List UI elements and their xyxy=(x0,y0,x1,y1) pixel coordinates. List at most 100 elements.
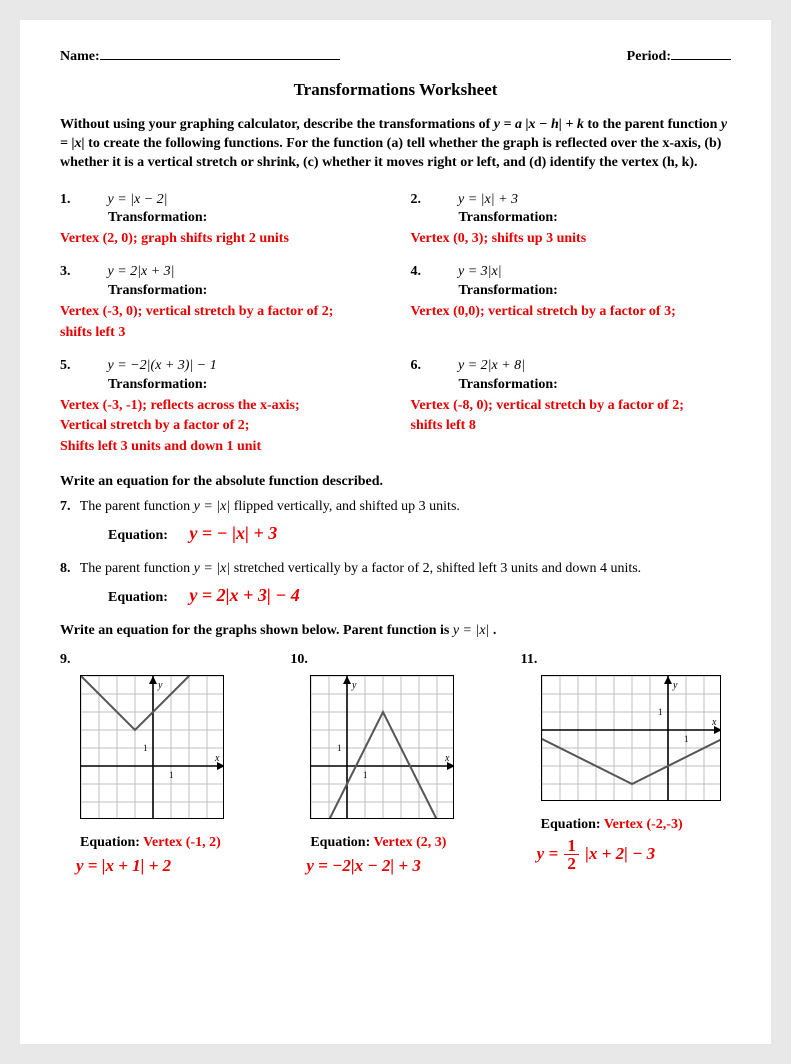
graph-svg: x y 1 1 xyxy=(80,675,224,819)
graph-caption: Equation: Vertex (-1, 2) xyxy=(80,834,270,853)
svg-text:1: 1 xyxy=(658,707,663,717)
problem-fn: y = |x| xyxy=(194,498,231,517)
section3-head-fn: y = |x| xyxy=(453,622,490,641)
section3-head: Write an equation for the graphs shown b… xyxy=(60,622,731,641)
problem-equation: y = |x − 2| xyxy=(108,191,168,210)
period-label: Period: xyxy=(627,49,671,64)
svg-text:x: x xyxy=(711,717,717,728)
problem-equation: y = 2|x + 3| xyxy=(108,263,175,282)
period-blank[interactable] xyxy=(671,59,731,60)
problem-number: 1. xyxy=(60,191,86,210)
graph-svg: xy11 xyxy=(310,675,454,819)
problem: 1. y = |x − 2| Transformation: Vertex (2… xyxy=(60,191,381,250)
section3-head-before: Write an equation for the graphs shown b… xyxy=(60,623,453,638)
problem-text-before: The parent function xyxy=(80,499,194,514)
graph-caption: Equation: Vertex (-2,-3) xyxy=(541,816,731,835)
transformation-label: Transformation: xyxy=(459,376,732,395)
problem-answer: Vertex (2, 0); graph shifts right 2 unit… xyxy=(60,230,381,249)
problem-number: 9. xyxy=(60,652,71,667)
problem-answer: Vertex (-3, 0); vertical stretch by a fa… xyxy=(60,303,381,322)
name-blank[interactable] xyxy=(100,59,340,60)
problem-answer: Vertex (0, 3); shifts up 3 units xyxy=(411,230,732,249)
equation-answer: y = − |x| + 3 xyxy=(189,523,277,543)
svg-text:y: y xyxy=(157,680,163,691)
graph-equation: y = |x + 1| + 2 xyxy=(76,856,171,875)
svg-text:y: y xyxy=(351,680,357,691)
equation-label: Equation: xyxy=(310,835,373,850)
graph-box: x y 1 1 xyxy=(80,675,270,826)
problems-grid: 1. y = |x − 2| Transformation: Vertex (2… xyxy=(60,191,731,458)
instructions-suffix: to create the following functions. For t… xyxy=(60,136,721,170)
problem-answer: shifts left 3 xyxy=(60,324,381,343)
problem-answer: shifts left 8 xyxy=(411,417,732,436)
instructions-prefix: Without using your graphing calculator, … xyxy=(60,117,494,132)
problem-answer: Vertex (-3, -1); reflects across the x-a… xyxy=(60,397,381,416)
graph-cell: 10. xy11 Equation: Vertex (2, 3) y = −2|… xyxy=(290,651,500,879)
problem-number: 5. xyxy=(60,357,86,376)
svg-text:x: x xyxy=(214,753,220,764)
problem-answer: Vertex (0,0); vertical stretch by a fact… xyxy=(411,303,732,322)
problem-number: 11. xyxy=(521,652,538,667)
problem-answer: Vertex (-8, 0); vertical stretch by a fa… xyxy=(411,397,732,416)
equation-label: Equation: xyxy=(108,528,168,543)
period-field: Period: xyxy=(627,48,731,67)
problem-number: 7. xyxy=(60,499,71,514)
problem-statement: 7. The parent function y = |x| flipped v… xyxy=(60,498,731,517)
svg-text:1: 1 xyxy=(363,770,368,780)
section2-head: Write an equation for the absolute funct… xyxy=(60,473,731,492)
graph-equation: y = −2|x − 2| + 3 xyxy=(306,856,421,875)
transformation-label: Transformation: xyxy=(459,209,732,228)
graph-cell: 9. x y 1 1 Equation: Vertex (-1, 2) y = |x … xyxy=(60,651,270,879)
problem-number: 10. xyxy=(290,652,308,667)
transformation-label: Transformation: xyxy=(108,376,381,395)
name-field: Name: xyxy=(60,48,340,67)
instructions-form: y = a |x − h| + k xyxy=(494,117,584,132)
problem-number: 6. xyxy=(411,357,437,376)
problem-number: 2. xyxy=(411,191,437,210)
worksheet-title: Transformations Worksheet xyxy=(60,79,731,102)
equation-label: Equation: xyxy=(108,590,168,605)
problem-number: 8. xyxy=(60,561,71,576)
problem-statement: 8. The parent function y = |x| stretched… xyxy=(60,560,731,579)
graph-caption: Equation: Vertex (2, 3) xyxy=(310,834,500,853)
section3-head-after: . xyxy=(489,623,496,638)
transformation-label: Transformation: xyxy=(459,282,732,301)
svg-text:1: 1 xyxy=(337,743,342,753)
graph-equation: y = 12 |x + 2| − 3 xyxy=(537,844,655,863)
equation-row: Equation: y = 2|x + 3| − 4 xyxy=(108,583,731,608)
equation-label: Equation: xyxy=(541,817,604,832)
problem: 2. y = |x| + 3 Transformation: Vertex (0… xyxy=(411,191,732,250)
graphs-row: 9. x y 1 1 Equation: Vertex (-1, 2) y = |x … xyxy=(60,651,731,879)
problem-equation: y = |x| + 3 xyxy=(458,191,518,210)
problem-equation: y = 2|x + 8| xyxy=(458,357,525,376)
problem-text-before: The parent function xyxy=(80,561,194,576)
problem-equation: y = −2|(x + 3)| − 1 xyxy=(108,357,217,376)
graph-svg: xy11 xyxy=(541,675,721,801)
svg-text:1: 1 xyxy=(169,770,174,780)
transformation-label: Transformation: xyxy=(108,209,381,228)
problem-text-after: stretched vertically by a factor of 2, s… xyxy=(230,561,641,576)
equation-answer: y = 2|x + 3| − 4 xyxy=(189,585,299,605)
vertex-text: Vertex (-1, 2) xyxy=(143,835,221,850)
graph-box: xy11 xyxy=(310,675,500,826)
svg-text:1: 1 xyxy=(143,743,148,753)
write-equation-item: 8. The parent function y = |x| stretched… xyxy=(60,560,731,608)
instructions: Without using your graphing calculator, … xyxy=(60,116,731,173)
transformation-label: Transformation: xyxy=(108,282,381,301)
equation-row: Equation: y = − |x| + 3 xyxy=(108,521,731,546)
problem-answer: Vertical stretch by a factor of 2; xyxy=(60,417,381,436)
problem: 4. y = 3|x| Transformation: Vertex (0,0)… xyxy=(411,263,732,343)
instructions-mid: to the parent function xyxy=(587,117,721,132)
problem-number: 3. xyxy=(60,263,86,282)
graph-box: xy11 xyxy=(541,675,731,808)
section2-items: 7. The parent function y = |x| flipped v… xyxy=(60,498,731,608)
problem-text-after: flipped vertically, and shifted up 3 uni… xyxy=(230,499,460,514)
problem-equation: y = 3|x| xyxy=(458,263,502,282)
problem: 6. y = 2|x + 8| Transformation: Vertex (… xyxy=(411,357,732,457)
write-equation-item: 7. The parent function y = |x| flipped v… xyxy=(60,498,731,546)
worksheet-page: { "header": { "name_label": "Name:", "pe… xyxy=(20,20,771,1044)
problem-number: 4. xyxy=(411,263,437,282)
vertex-text: Vertex (-2,-3) xyxy=(604,817,683,832)
graph-cell: 11. xy11 Equation: Vertex (-2,-3) y = 12… xyxy=(521,651,731,879)
svg-text:y: y xyxy=(672,680,678,691)
